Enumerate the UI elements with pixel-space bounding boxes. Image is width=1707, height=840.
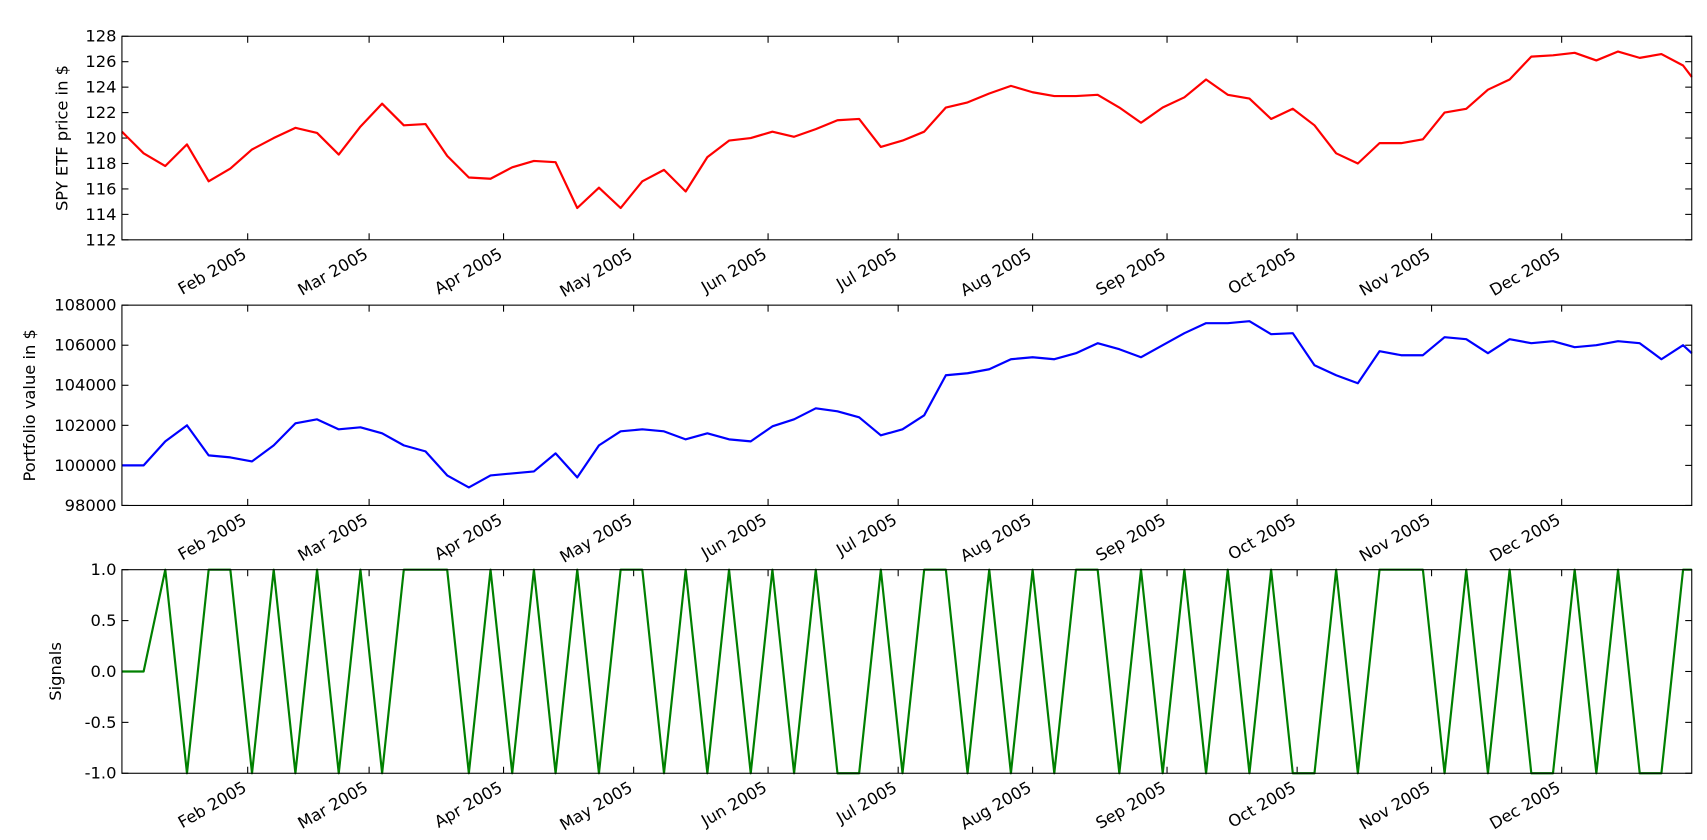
y-tick-label: 112: [85, 230, 116, 249]
y-tick-label: 122: [85, 103, 116, 122]
x-tick-label: May 2005: [556, 244, 635, 301]
x-tick-label: Apr 2005: [431, 778, 505, 832]
y-tick-label: 126: [85, 52, 116, 71]
y-axis-label: Portfolio value in $: [20, 329, 39, 481]
data-line: [121, 320, 1693, 489]
x-tick-label: Aug 2005: [957, 778, 1035, 834]
x-tick-label: Sep 2005: [1092, 778, 1169, 833]
y-axis-label: Signals: [46, 642, 65, 701]
x-tick-label: May 2005: [556, 510, 635, 567]
y-tick-label: 120: [85, 128, 116, 147]
y-tick-label: 100000: [54, 456, 116, 475]
x-tick-label: Oct 2005: [1225, 244, 1299, 298]
x-tick-label: Nov 2005: [1356, 510, 1434, 566]
y-tick-label: -1.0: [85, 764, 117, 783]
x-tick-label: Jul 2005: [832, 510, 900, 560]
x-tick-label: Dec 2005: [1486, 244, 1563, 300]
x-tick-label: Dec 2005: [1486, 510, 1563, 566]
y-tick-label: 0.0: [91, 662, 117, 681]
x-tick-label: Jun 2005: [697, 778, 770, 831]
y-tick-label: 108000: [54, 296, 116, 315]
x-tick-label: Feb 2005: [175, 244, 250, 298]
y-axis-label: SPY ETF price in $: [52, 65, 71, 211]
x-tick-label: Feb 2005: [175, 778, 250, 832]
y-tick-label: 118: [85, 154, 116, 173]
x-tick-label: Aug 2005: [957, 510, 1035, 566]
x-tick-label: Apr 2005: [431, 510, 505, 564]
x-tick-label: Oct 2005: [1225, 510, 1299, 564]
plot-frame: [121, 304, 1693, 507]
x-tick-label: Mar 2005: [295, 244, 372, 299]
x-tick-label: Jul 2005: [832, 244, 900, 294]
y-tick-label: -0.5: [85, 713, 117, 732]
y-tick-label: 102000: [54, 416, 116, 435]
x-tick-label: Sep 2005: [1092, 244, 1169, 299]
y-tick-label: 114: [85, 205, 116, 224]
x-tick-label: Jun 2005: [697, 244, 770, 297]
plot-frame: [121, 569, 1693, 774]
y-tick-label: 1.0: [91, 560, 117, 579]
x-tick-label: Jul 2005: [832, 778, 900, 828]
x-tick-label: Dec 2005: [1486, 778, 1563, 834]
y-tick-label: 104000: [54, 376, 116, 395]
y-tick-label: 106000: [54, 336, 116, 355]
x-tick-label: Jun 2005: [697, 510, 770, 563]
y-tick-label: 124: [85, 78, 116, 97]
x-tick-label: Apr 2005: [431, 244, 505, 298]
y-tick-label: 128: [85, 27, 116, 46]
x-tick-label: Mar 2005: [295, 510, 372, 565]
x-tick-label: Aug 2005: [957, 244, 1035, 300]
x-tick-label: May 2005: [556, 778, 635, 835]
y-tick-label: 116: [85, 179, 116, 198]
x-tick-label: Nov 2005: [1356, 244, 1434, 300]
plot-frame: [121, 35, 1693, 241]
data-line: [121, 568, 1692, 775]
x-tick-label: Mar 2005: [295, 778, 372, 833]
x-tick-label: Oct 2005: [1225, 778, 1299, 832]
data-line: [121, 50, 1693, 210]
x-tick-label: Nov 2005: [1356, 778, 1434, 834]
x-tick-label: Sep 2005: [1092, 510, 1169, 565]
x-tick-label: Feb 2005: [175, 510, 250, 564]
y-tick-label: 0.5: [91, 611, 117, 630]
y-tick-label: 98000: [65, 496, 117, 515]
